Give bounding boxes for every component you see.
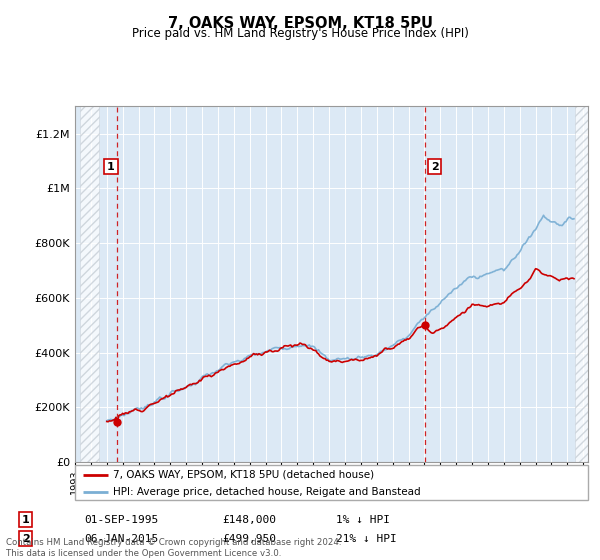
Text: 01-SEP-1995: 01-SEP-1995	[84, 515, 158, 525]
Text: 1: 1	[22, 515, 29, 525]
Text: 7, OAKS WAY, EPSOM, KT18 5PU (detached house): 7, OAKS WAY, EPSOM, KT18 5PU (detached h…	[113, 470, 374, 480]
Text: Price paid vs. HM Land Registry's House Price Index (HPI): Price paid vs. HM Land Registry's House …	[131, 27, 469, 40]
Text: 1% ↓ HPI: 1% ↓ HPI	[336, 515, 390, 525]
Text: 2: 2	[431, 162, 439, 171]
Text: 7, OAKS WAY, EPSOM, KT18 5PU: 7, OAKS WAY, EPSOM, KT18 5PU	[167, 16, 433, 31]
FancyBboxPatch shape	[75, 465, 588, 500]
Text: 21% ↓ HPI: 21% ↓ HPI	[336, 534, 397, 544]
Text: 2: 2	[22, 534, 29, 544]
Text: 1: 1	[107, 162, 115, 171]
Text: HPI: Average price, detached house, Reigate and Banstead: HPI: Average price, detached house, Reig…	[113, 487, 421, 497]
Text: £499,950: £499,950	[222, 534, 276, 544]
Text: Contains HM Land Registry data © Crown copyright and database right 2024.
This d: Contains HM Land Registry data © Crown c…	[6, 538, 341, 558]
Text: £148,000: £148,000	[222, 515, 276, 525]
Text: 06-JAN-2015: 06-JAN-2015	[84, 534, 158, 544]
